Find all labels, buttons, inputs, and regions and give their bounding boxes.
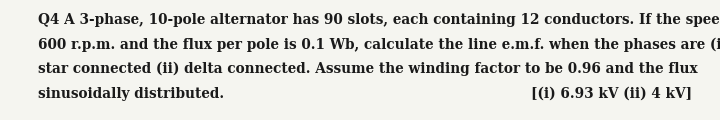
Text: [(i) 6.93 kV (ii) 4 kV]: [(i) 6.93 kV (ii) 4 kV]: [531, 87, 692, 101]
Text: sinusoidally distributed.: sinusoidally distributed.: [38, 87, 224, 101]
Text: 600 r.p.m. and the flux per pole is 0.1 Wb, calculate the line e.m.f. when the p: 600 r.p.m. and the flux per pole is 0.1 …: [38, 38, 720, 52]
Text: star connected (ii) delta connected. Assume the winding factor to be 0.96 and th: star connected (ii) delta connected. Ass…: [38, 62, 698, 76]
Text: Q4 A 3-phase, 10-pole alternator has 90 slots, each containing 12 conductors. If: Q4 A 3-phase, 10-pole alternator has 90 …: [38, 13, 720, 27]
